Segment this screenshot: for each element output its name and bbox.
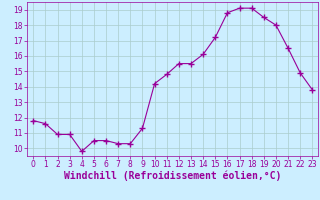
- X-axis label: Windchill (Refroidissement éolien,°C): Windchill (Refroidissement éolien,°C): [64, 171, 282, 181]
